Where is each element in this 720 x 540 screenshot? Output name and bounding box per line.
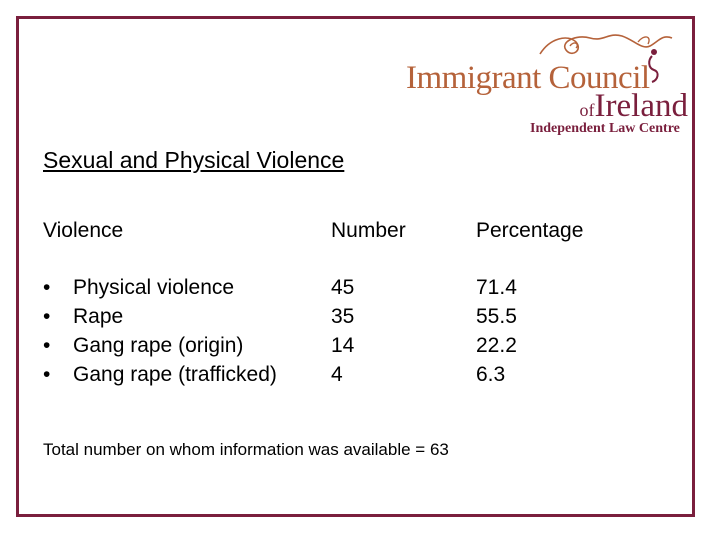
bullet-icon: •	[43, 363, 51, 386]
bullet-icon: •	[43, 334, 51, 357]
header-number: Number	[331, 219, 406, 242]
slide-frame	[16, 16, 695, 517]
row-number: 4	[331, 363, 343, 386]
row-number: 45	[331, 276, 355, 299]
header-percentage: Percentage	[476, 219, 584, 242]
logo-line-of-ireland: ofIreland	[580, 88, 688, 125]
row-label: Gang rape (trafficked)	[73, 363, 277, 386]
row-label: Rape	[73, 305, 124, 328]
row-percentage: 6.3	[476, 363, 506, 386]
bullet-icon: •	[43, 305, 51, 328]
header-violence: Violence	[43, 219, 124, 242]
logo-swirl-icon	[539, 34, 673, 83]
row-percentage: 22.2	[476, 334, 517, 357]
logo-line-immigrant-council: Immigrant Council	[406, 60, 650, 96]
row-percentage: 71.4	[476, 276, 517, 299]
row-number: 14	[331, 334, 355, 357]
logo-of: of	[579, 100, 595, 120]
footer-note: Total number on whom information was ava…	[43, 440, 449, 459]
row-number: 35	[331, 305, 355, 328]
immigrant-council-logo: Immigrant Council ofIreland Independent …	[400, 26, 700, 144]
logo-tagline: Independent Law Centre	[530, 121, 680, 136]
logo-ireland: Ireland	[594, 88, 688, 124]
row-label: Gang rape (origin)	[73, 334, 244, 357]
row-label: Physical violence	[73, 276, 235, 299]
bullet-icon: •	[43, 276, 51, 299]
row-percentage: 55.5	[476, 305, 517, 328]
slide-title: Sexual and Physical Violence	[43, 147, 345, 173]
